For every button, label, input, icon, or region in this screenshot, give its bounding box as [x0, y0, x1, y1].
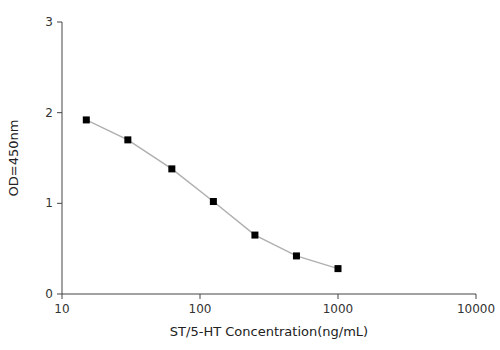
y-tick-label: 3 [45, 15, 53, 29]
y-tick-label: 2 [45, 106, 53, 120]
x-axis-line [62, 294, 476, 295]
x-tick [200, 294, 201, 299]
marker [210, 198, 217, 205]
plot-area [83, 116, 342, 272]
marker [251, 232, 258, 239]
marker [168, 165, 175, 172]
y-axis-line [62, 22, 63, 294]
y-tick [57, 22, 62, 23]
marker [335, 265, 342, 272]
x-tick-label: 100 [189, 302, 212, 316]
y-tick [57, 112, 62, 113]
y-tick [57, 294, 62, 295]
y-tick-label: 0 [45, 287, 53, 301]
line [86, 120, 338, 269]
axes: 10 100 1000 10000 0 1 2 3 [45, 15, 495, 316]
x-tick [62, 294, 63, 299]
x-tick-label: 10 [54, 302, 69, 316]
x-tick-label: 1000 [323, 302, 354, 316]
y-tick [57, 203, 62, 204]
marker [124, 136, 131, 143]
x-tick-label: 10000 [457, 302, 495, 316]
y-tick-label: 1 [45, 196, 53, 210]
chart: 10 100 1000 10000 0 1 2 3 ST/5-HT Concentration(… [0, 0, 500, 350]
x-axis-label: ST/5-HT Concentration(ng/mL) [170, 324, 368, 339]
x-tick [476, 294, 477, 299]
y-axis-label: OD=450nm [6, 120, 21, 197]
marker [83, 116, 90, 123]
x-tick [338, 294, 339, 299]
marker [293, 252, 300, 259]
